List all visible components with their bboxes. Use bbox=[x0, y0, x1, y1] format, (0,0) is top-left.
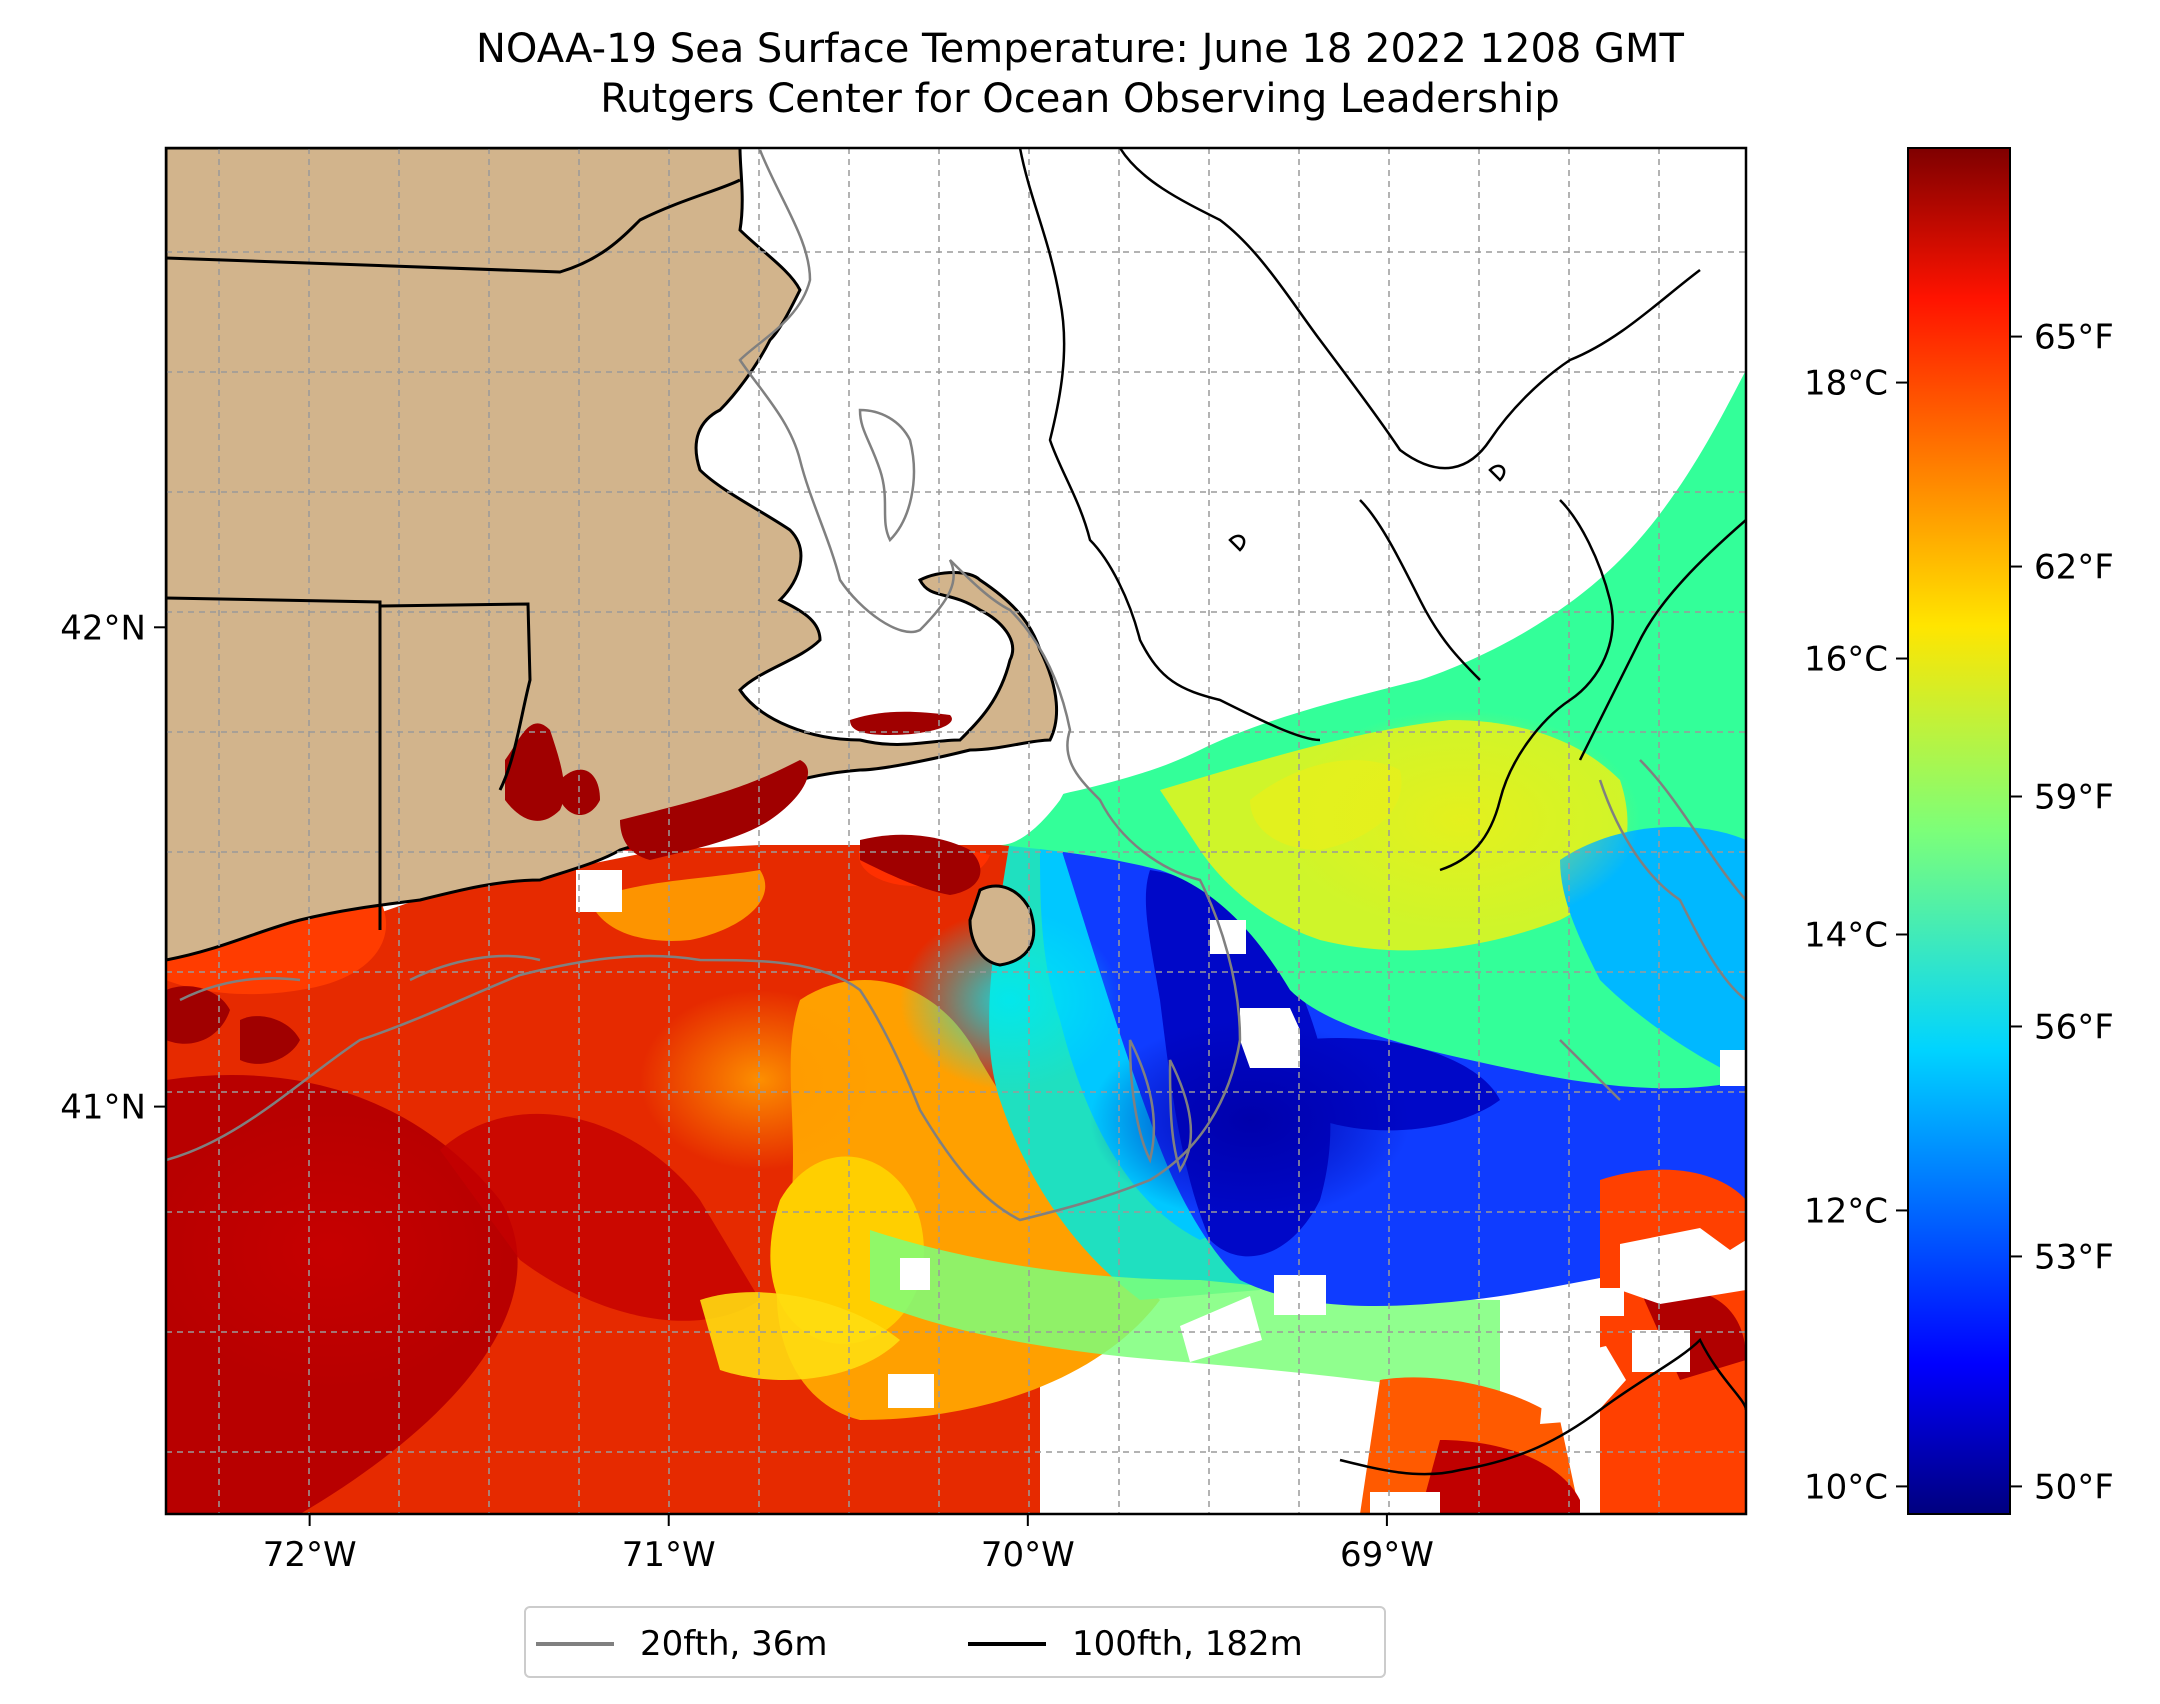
map-frame bbox=[164, 146, 1748, 1516]
colorbar-fahrenheit-ticks: 50°F 53°F 56°F 59°F 62°F 65°F bbox=[2010, 318, 2114, 1507]
legend-swatch-black bbox=[968, 1642, 1046, 1646]
no-data-patches bbox=[576, 870, 1746, 1514]
fahrenheit-tick-label: 53°F bbox=[2034, 1237, 2114, 1277]
lon-tick-label: 70°W bbox=[981, 1535, 1075, 1575]
sst-field bbox=[166, 370, 1746, 1514]
northern-no-data bbox=[680, 148, 1746, 845]
map-title: NOAA-19 Sea Surface Temperature: June 18… bbox=[475, 26, 1684, 72]
title-block: NOAA-19 Sea Surface Temperature: June 18… bbox=[0, 24, 2160, 124]
graticule bbox=[166, 148, 1746, 1514]
lon-tick-label: 71°W bbox=[622, 1535, 716, 1575]
nearshore-warm bbox=[166, 711, 981, 1064]
map-subtitle: Rutgers Center for Ocean Observing Leade… bbox=[600, 76, 1560, 122]
fahrenheit-tick-label: 65°F bbox=[2034, 318, 2114, 358]
legend: 20fth, 36m 100fth, 182m bbox=[524, 1606, 1386, 1678]
lon-tick-label: 69°W bbox=[1340, 1535, 1434, 1575]
celsius-tick-label: 10°C bbox=[1804, 1467, 1888, 1507]
lat-tick-label: 42°N bbox=[60, 608, 146, 648]
fahrenheit-tick-label: 62°F bbox=[2034, 548, 2114, 588]
land-mass bbox=[166, 148, 1059, 967]
latitude-axis: 42°N 41°N bbox=[60, 608, 166, 1128]
colorbar-gradient bbox=[1907, 147, 2011, 1515]
legend-label-20fth: 20fth, 36m bbox=[640, 1624, 828, 1664]
lat-tick-label: 41°N bbox=[60, 1088, 146, 1128]
state-borders bbox=[166, 178, 741, 930]
legend-item-100fth: 100fth, 182m bbox=[968, 1622, 1303, 1666]
celsius-tick-label: 12°C bbox=[1804, 1191, 1888, 1231]
fahrenheit-tick-label: 59°F bbox=[2034, 778, 2114, 818]
celsius-tick-label: 18°C bbox=[1804, 364, 1888, 404]
lon-tick-label: 72°W bbox=[263, 1535, 357, 1575]
legend-label-100fth: 100fth, 182m bbox=[1072, 1624, 1303, 1664]
colorbar-celsius-ticks: 10°C 12°C 14°C 16°C 18°C bbox=[1804, 364, 1908, 1507]
colorbar: 10°C 12°C 14°C 16°C 18°C 50°F 53°F 56°F 59°F 62°… bbox=[1804, 147, 2114, 1515]
fahrenheit-tick-label: 56°F bbox=[2034, 1007, 2114, 1047]
contour-100fth bbox=[1018, 148, 1746, 1476]
celsius-tick-label: 16°C bbox=[1804, 640, 1888, 680]
longitude-axis: 72°W 71°W 70°W 69°W bbox=[263, 1514, 1434, 1575]
fahrenheit-tick-label: 50°F bbox=[2034, 1467, 2114, 1507]
legend-item-20fth: 20fth, 36m bbox=[536, 1622, 828, 1666]
contour-20fth bbox=[166, 149, 1746, 1222]
legend-swatch-gray bbox=[536, 1642, 614, 1646]
celsius-tick-label: 14°C bbox=[1804, 915, 1888, 955]
map-panel bbox=[166, 148, 1746, 1514]
